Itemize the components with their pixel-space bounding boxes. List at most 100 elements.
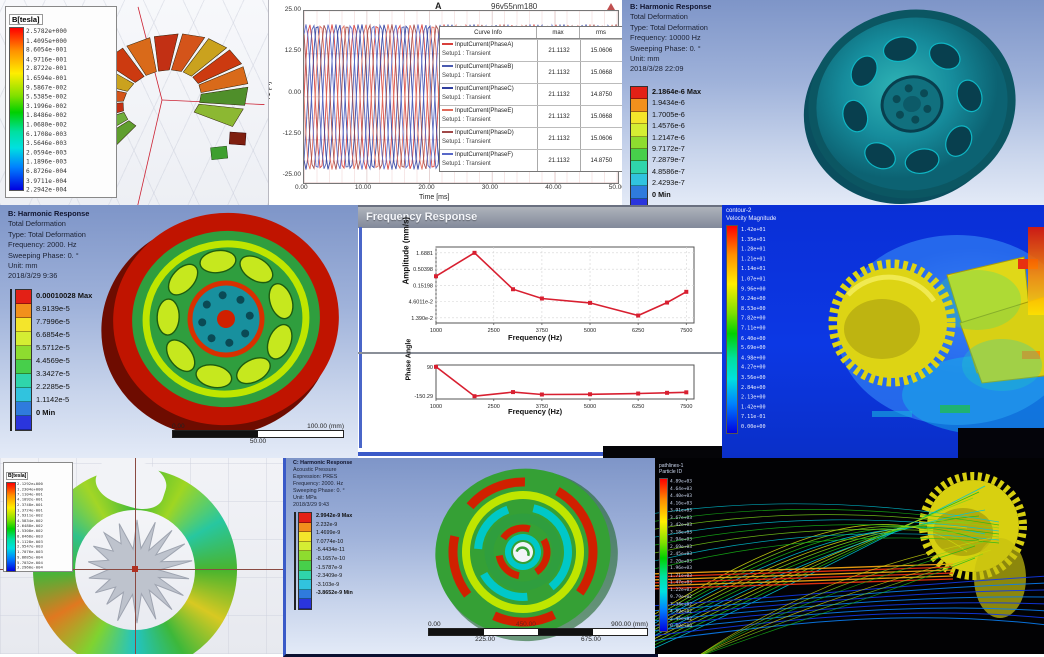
- legend-value: 4.16e+03: [670, 500, 692, 506]
- result-header-line: Unit: mm: [8, 261, 38, 271]
- colorbar-block: [16, 346, 31, 360]
- acoustic-disk-render: [435, 468, 618, 642]
- colorbar-value: 2.9942e-9 Max: [316, 513, 353, 519]
- window-title: Frequency Response: [366, 211, 478, 223]
- legend-value: 2.2942e-004: [26, 186, 67, 194]
- legend-row: InputCurrent(PhaseF) Setup1 : Transient …: [440, 149, 622, 171]
- legend-header-curve: Curve Info: [474, 29, 502, 36]
- legend-value: 3.91e+03: [670, 507, 692, 513]
- colorbar-value: -3.8652e-9 Min: [316, 590, 353, 597]
- frequency-axis-label: Frequency (Hz): [508, 333, 563, 342]
- colorbar-value: 2.2285e-5: [36, 382, 70, 391]
- x-axis-label: Time [ms]: [419, 194, 450, 201]
- ruler-mid: 50.00: [249, 438, 267, 445]
- colorbar-block: [16, 388, 31, 402]
- colorbar-value: 7.7996e-5: [36, 317, 70, 326]
- colorbar-value: 0 Min: [652, 189, 671, 199]
- legend-value: 1.3724e-001: [17, 508, 43, 513]
- legend-value: 6.1708e-003: [26, 130, 67, 138]
- pathlines-legend: pathlines-1 Particle ID 4.89e+03 4.64e+03…: [659, 463, 699, 654]
- y-tick-label: 25.00: [284, 6, 301, 13]
- legend-value: 4.9716e-001: [26, 55, 67, 63]
- legend-value: 7.11e+00: [741, 325, 766, 332]
- colorbar-block: [16, 416, 31, 430]
- cfd-render: [828, 235, 1044, 435]
- series-color-swatch: [442, 65, 453, 68]
- legend-value: 7.34e+02: [670, 601, 692, 607]
- y-tick-label: -25.00: [282, 171, 301, 178]
- x-tick-label: 40.00: [545, 184, 562, 191]
- result-header-line: Total Deformation: [8, 219, 66, 229]
- legend-row: InputCurrent(PhaseD) Setup1 : Transient …: [440, 127, 622, 149]
- colorbar-value: -5.4434e-11: [316, 547, 345, 554]
- legend-value: 1.1896e-003: [26, 158, 67, 166]
- scale-ruler: 0.00 100.00 (mm) 50.00: [172, 423, 344, 445]
- legend-value: 2.45e+02: [670, 615, 692, 622]
- colorbar-block: [299, 589, 311, 600]
- legend-header-rms: rms: [579, 27, 622, 38]
- series-max: 21.1132: [537, 128, 579, 149]
- colorbar-value: 1.9434e-6: [652, 98, 685, 108]
- legend-title: B[tesla]: [6, 472, 29, 480]
- legend-header-max: max: [536, 27, 579, 38]
- x-tick-label: 10.00: [354, 184, 372, 191]
- svg-text:6250: 6250: [632, 404, 644, 410]
- result-header-line: Type: Total Deformation: [630, 22, 708, 32]
- svg-text:-150.29: -150.29: [414, 394, 433, 400]
- color-scale-bar: [6, 482, 16, 572]
- legend-value: 6.8726e-004: [26, 167, 67, 175]
- legend-title-line2: Particle ID: [659, 469, 683, 476]
- ruler-end: 100.00 (mm): [307, 423, 344, 430]
- colorbar-value: -8.1657e-10: [316, 555, 346, 562]
- legend-row: InputCurrent(PhaseC) Setup1 : Transient …: [440, 83, 622, 105]
- ruler-end: 900.00 (mm): [611, 621, 648, 628]
- colorbar-block: [631, 148, 647, 162]
- series-name: InputCurrent(PhaseC): [455, 86, 514, 92]
- colorbar-block: [299, 580, 311, 590]
- plot-menu-icon[interactable]: [607, 3, 615, 10]
- colorbar-block: [631, 124, 647, 137]
- color-scale-bar: [659, 477, 668, 632]
- frequency-axis-label-2: Frequency (Hz): [508, 407, 563, 416]
- legend-value: 1.07e+01: [741, 275, 766, 282]
- color-scale-bar: [9, 27, 24, 191]
- legend-value: 2.94e+03: [670, 536, 692, 542]
- series-rms: 14.8750: [579, 84, 622, 105]
- result-header-line: Sweeping Phase: 0. °: [8, 250, 79, 260]
- colorbar-value: 6.6854e-5: [36, 330, 70, 339]
- legend-value: 4.1092e-001: [17, 497, 43, 503]
- legend-value: 5.5385e-002: [26, 93, 67, 101]
- colorbar-block: [631, 198, 647, 205]
- panel-acoustic-pressure: C: Harmonic Response Acoustic Pressure Exp…: [283, 458, 658, 657]
- colorbar-value: 5.5712e-5: [36, 343, 70, 352]
- legend-value: 4.98e+00: [741, 354, 766, 361]
- colorbar-value: 1.2147e-6: [652, 132, 685, 142]
- result-header-line: Sweeping Phase: 0. °: [630, 43, 701, 53]
- series-color-swatch: [442, 43, 453, 46]
- legend-value: 1.42e+00: [741, 404, 766, 411]
- legend-value: 2.20e+03: [670, 557, 692, 564]
- legend-value: 2.5782e+000: [26, 27, 67, 35]
- window-titlebar[interactable]: Frequency Response: [358, 205, 722, 228]
- colorbar-value: -1.5787e-9: [316, 564, 343, 571]
- legend-value: 7.9311e-002: [17, 513, 43, 519]
- colorbar-block: [631, 111, 647, 125]
- legend-value: 4.27e+00: [741, 364, 766, 371]
- legend-value: 3.18e+03: [670, 529, 692, 535]
- legend-value: 2.45e+03: [670, 550, 692, 557]
- result-header-line: Sweeping Phase: 0. °: [293, 488, 345, 494]
- legend-value: 2.6488e-002: [17, 523, 43, 529]
- colorbar-value: 9.7172e-7: [652, 144, 685, 154]
- series-max: 21.1132: [537, 150, 579, 171]
- colorbar-block: [631, 173, 647, 187]
- legend-title-line1: pathlines-1: [659, 463, 684, 469]
- legend-value: 5.7032e-004: [17, 560, 43, 566]
- colorbar-value: 7.0774e-10: [316, 538, 344, 545]
- window-frequency-response: Frequency Response 1000 2500 3750 5000 6250 7…: [358, 205, 722, 458]
- series-name: InputCurrent(PhaseB): [455, 64, 514, 70]
- plot-title: 96v55nm180: [491, 2, 538, 11]
- colorbar-value: 2.232e-9: [316, 521, 338, 528]
- legend-value: 3.1996e-002: [26, 102, 67, 110]
- crosshair-center: [132, 566, 138, 572]
- colorbar-block: [631, 186, 647, 199]
